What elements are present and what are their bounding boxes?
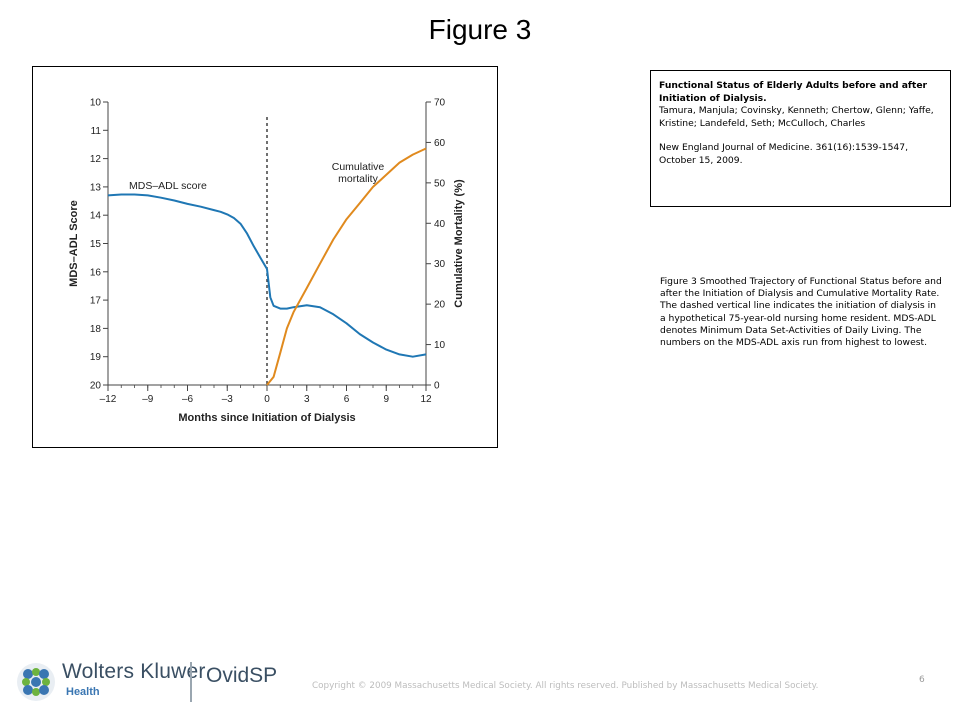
y-axis-right-label: Cumulative Mortality (%) bbox=[453, 179, 465, 308]
citation-box: Functional Status of Elderly Adults befo… bbox=[650, 70, 951, 207]
logo-divider bbox=[190, 662, 192, 702]
y-left-tick-label: 13 bbox=[90, 182, 102, 193]
mds-adl-line bbox=[107, 193, 427, 358]
y-left-tick-label: 12 bbox=[90, 154, 102, 165]
brand-name: Wolters Kluwer bbox=[62, 660, 206, 683]
y-left-tick-label: 19 bbox=[90, 352, 102, 363]
y-left-tick-label: 15 bbox=[90, 239, 102, 250]
y-left-tick-label: 20 bbox=[90, 381, 102, 392]
y-axis-left-label: MDS–ADL Score bbox=[68, 200, 80, 287]
figure-frame: –12 –9 –6 –3 0 3 6 9 12 10 11 12 13 14 15 16 17 18 19 20 0 10… bbox=[32, 66, 498, 448]
page-number: 6 bbox=[919, 675, 925, 685]
y-right-tick-label: 70 bbox=[434, 98, 446, 109]
footer-logo: Wolters Kluwer Health OvidSP bbox=[16, 660, 278, 706]
wolters-kluwer-logo-icon bbox=[17, 663, 55, 701]
x-tick-label: –6 bbox=[182, 394, 194, 405]
figure-caption: Figure 3 Smoothed Trajectory of Function… bbox=[660, 276, 942, 349]
y-right-tick-label: 50 bbox=[434, 178, 446, 189]
series-label-mds-adl: MDS–ADL score bbox=[129, 180, 207, 192]
x-tick-label: 0 bbox=[264, 394, 270, 405]
slide-title: Figure 3 bbox=[428, 14, 532, 45]
y-right-tick-label: 60 bbox=[434, 138, 446, 149]
citation-authors: Tamura, Manjula; Covinsky, Kenneth; Cher… bbox=[659, 105, 934, 129]
y-right-tick-label: 0 bbox=[434, 381, 440, 392]
y-right-tick-label: 10 bbox=[434, 340, 446, 351]
y-right-tick-label: 20 bbox=[434, 300, 446, 311]
x-tick-label: 12 bbox=[420, 394, 432, 405]
x-tick-label: 3 bbox=[304, 394, 310, 405]
line-chart: –12 –9 –6 –3 0 3 6 9 12 10 11 12 13 14 15 16 17 18 19 20 0 10… bbox=[68, 98, 465, 425]
y-left-tick-label: 10 bbox=[90, 98, 102, 109]
y-left-tick-label: 14 bbox=[90, 211, 102, 222]
x-tick-label: 9 bbox=[383, 394, 389, 405]
citation-title: Functional Status of Elderly Adults befo… bbox=[659, 80, 928, 104]
series-label-mortality: Cumulative bbox=[332, 161, 385, 173]
series-label-mortality: mortality bbox=[338, 173, 378, 185]
product-name: OvidSP bbox=[206, 664, 278, 687]
y-right-tick-label: 40 bbox=[434, 219, 446, 230]
x-tick-label: –9 bbox=[142, 394, 154, 405]
x-tick-label: –3 bbox=[222, 394, 234, 405]
y-right-tick-label: 30 bbox=[434, 259, 446, 270]
copyright-notice: Copyright © 2009 Massachusetts Medical S… bbox=[312, 681, 819, 691]
y-left-tick-label: 18 bbox=[90, 324, 102, 335]
y-left-tick-label: 16 bbox=[90, 267, 102, 278]
y-left-tick-label: 17 bbox=[90, 296, 102, 307]
brand-subtitle: Health bbox=[66, 686, 100, 698]
y-left-tick-label: 11 bbox=[91, 126, 102, 137]
mortality-line bbox=[266, 147, 427, 386]
x-tick-label: 6 bbox=[344, 394, 350, 405]
x-tick-label: –12 bbox=[100, 394, 117, 405]
x-axis-label: Months since Initiation of Dialysis bbox=[178, 412, 355, 424]
citation-journal: New England Journal of Medicine. 361(16)… bbox=[659, 142, 909, 166]
